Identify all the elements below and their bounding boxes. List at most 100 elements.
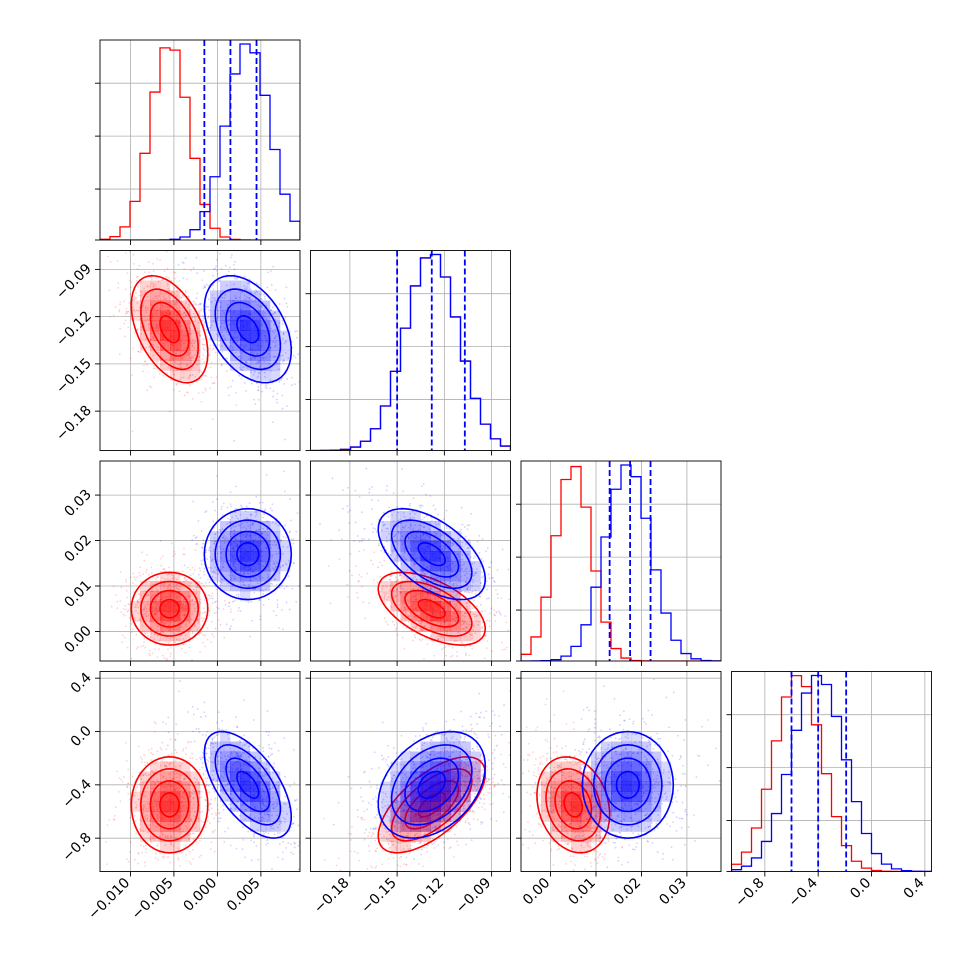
sample-point <box>194 607 196 610</box>
sample-point <box>196 363 199 366</box>
sample-point <box>220 505 223 508</box>
sample-point <box>214 627 217 630</box>
sample-point <box>430 588 433 590</box>
sample-point <box>256 352 258 355</box>
sample-point <box>158 599 161 602</box>
sample-point <box>231 585 234 587</box>
sample-point <box>254 403 257 405</box>
density-cell <box>240 280 251 291</box>
contour-blue <box>236 541 260 567</box>
sample-point <box>437 513 440 516</box>
sample-point <box>236 754 239 757</box>
sample-point <box>204 799 207 802</box>
sample-point <box>168 410 171 413</box>
sample-point <box>246 521 248 524</box>
sample-point <box>462 628 465 631</box>
sample-point <box>422 589 424 592</box>
sample-point <box>143 804 146 806</box>
sample-point <box>456 552 459 555</box>
sample-point <box>202 642 205 644</box>
sample-point <box>425 581 428 584</box>
y-tick-label: −0.15 <box>53 355 95 397</box>
sample-point <box>392 492 395 495</box>
density-cell <box>460 601 471 612</box>
sample-point <box>242 581 244 584</box>
sample-point <box>282 536 285 538</box>
sample-point <box>147 593 150 596</box>
density-cell <box>400 521 411 532</box>
sample-point <box>272 820 275 823</box>
sample-point <box>406 588 409 591</box>
sample-point <box>518 606 520 608</box>
sample-point <box>133 299 136 301</box>
sample-point <box>398 585 401 588</box>
sample-point <box>187 354 190 357</box>
sample-point <box>126 610 129 613</box>
sample-point <box>154 367 156 370</box>
density-cell <box>450 621 461 632</box>
sample-point <box>418 622 421 625</box>
sample-point <box>197 371 200 374</box>
density-cell <box>450 561 461 572</box>
sample-point <box>379 561 382 564</box>
sample-point <box>357 580 360 583</box>
density-cell <box>450 591 461 602</box>
sample-point <box>271 567 274 570</box>
sample-point <box>264 773 267 776</box>
sample-point <box>260 293 263 295</box>
sample-point <box>256 352 259 355</box>
sample-point <box>487 566 490 569</box>
sample-point <box>152 787 155 790</box>
density-cell <box>140 280 151 291</box>
sample-point <box>161 626 164 629</box>
sample-point <box>264 375 266 378</box>
sample-point <box>170 841 172 844</box>
sample-point <box>152 343 154 346</box>
density-cell <box>270 320 281 331</box>
sample-point <box>467 553 469 556</box>
sample-point <box>209 822 211 825</box>
sample-point <box>276 362 279 365</box>
sample-point <box>217 812 220 815</box>
sample-point <box>116 770 119 773</box>
sample-point <box>147 323 150 326</box>
sample-point <box>427 593 430 596</box>
sample-point <box>408 614 411 617</box>
sample-point <box>408 542 411 544</box>
sample-point <box>214 797 217 800</box>
sample-point <box>147 594 150 597</box>
sample-point <box>464 654 467 657</box>
sample-point <box>396 554 399 557</box>
sample-point <box>489 566 491 569</box>
sample-point <box>204 595 206 598</box>
histogram-blue <box>310 253 511 451</box>
sample-point <box>159 557 162 560</box>
sample-point <box>236 800 239 803</box>
density-cell <box>180 821 191 832</box>
sample-point <box>370 559 372 562</box>
sample-point <box>223 542 226 544</box>
sample-point <box>262 589 265 592</box>
sample-point <box>282 332 285 335</box>
sample-point <box>400 563 403 565</box>
sample-point <box>476 614 479 616</box>
sample-point <box>211 633 214 635</box>
sample-point <box>141 851 143 854</box>
density-cell <box>240 551 251 562</box>
sample-point <box>255 513 258 516</box>
sample-point <box>387 527 389 530</box>
sample-point <box>137 593 140 596</box>
sample-point <box>395 594 398 597</box>
sample-point <box>426 571 429 574</box>
sample-point <box>216 258 218 261</box>
sample-point <box>151 590 154 593</box>
sample-point <box>406 568 409 571</box>
sample-point <box>210 326 212 329</box>
sample-point <box>211 348 214 351</box>
sample-point <box>190 818 193 821</box>
sample-point <box>496 569 499 571</box>
density-cell <box>240 511 251 522</box>
sample-point <box>258 501 261 504</box>
sample-point <box>481 626 484 628</box>
sample-point <box>114 806 117 809</box>
